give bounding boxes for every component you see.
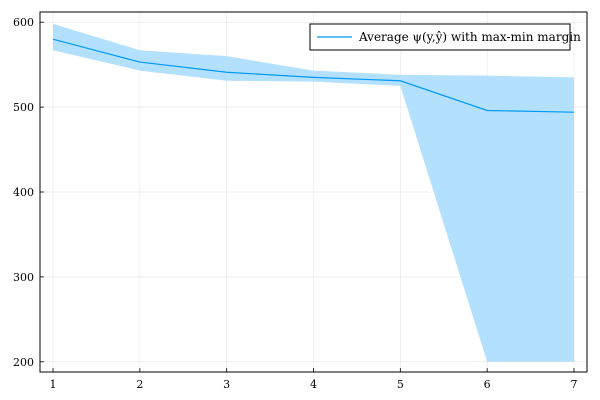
series-line bbox=[52, 38, 574, 113]
series-line-layer bbox=[52, 38, 574, 113]
legend-label: Average ψ(y,ŷ) with max-min margin bbox=[358, 30, 581, 44]
x-tick-label: 4 bbox=[310, 378, 317, 391]
y-tick-label: 400 bbox=[13, 186, 34, 199]
x-tick-label: 7 bbox=[570, 378, 577, 391]
y-tick-label: 300 bbox=[13, 271, 34, 284]
x-tick-label: 2 bbox=[136, 378, 143, 391]
legend-box bbox=[309, 23, 571, 51]
x-tick-label: 6 bbox=[484, 378, 491, 391]
y-tick-label: 200 bbox=[13, 356, 34, 369]
legend: Average ψ(y,ŷ) with max-min margin bbox=[309, 23, 581, 51]
x-axis-ticks: 1 2 3 4 5 6 7 bbox=[50, 368, 577, 391]
x-tick-label: 5 bbox=[397, 378, 404, 391]
y-tick-label: 500 bbox=[13, 101, 34, 114]
y-axis-ticks: 200 300 400 500 600 bbox=[13, 16, 44, 369]
confidence-band-layer bbox=[53, 23, 574, 362]
x-tick-label: 3 bbox=[223, 378, 230, 391]
confidence-band bbox=[53, 23, 574, 362]
x-tick-label: 1 bbox=[50, 378, 57, 391]
y-tick-label: 600 bbox=[13, 16, 34, 29]
